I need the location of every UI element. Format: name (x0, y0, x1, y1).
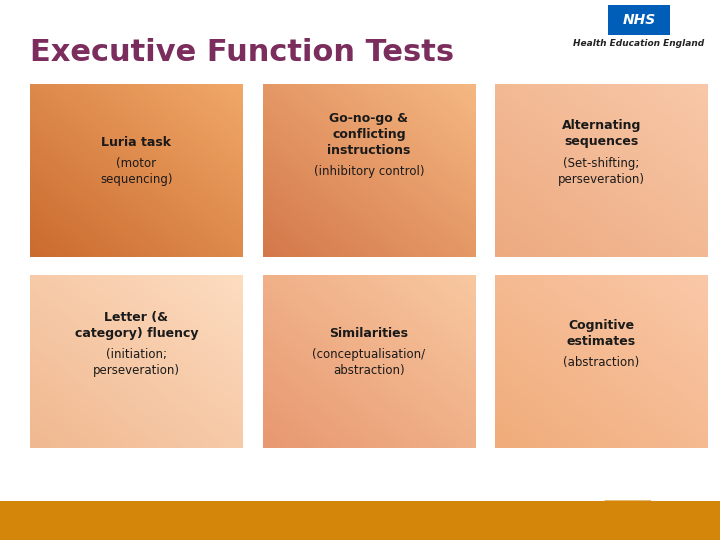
Text: (Set-shifting;
perseveration): (Set-shifting; perseveration) (558, 157, 645, 186)
Text: (abstraction): (abstraction) (564, 356, 639, 369)
Polygon shape (605, 501, 651, 540)
Text: NHS: NHS (622, 14, 656, 27)
FancyBboxPatch shape (608, 5, 670, 35)
Text: Cognitive
estimates: Cognitive estimates (567, 319, 636, 348)
Text: Similarities: Similarities (330, 327, 408, 340)
Bar (0, 501, 720, 540)
Text: Executive Function Tests: Executive Function Tests (30, 38, 454, 67)
Text: Letter (&
category) fluency: Letter (& category) fluency (75, 311, 198, 340)
Text: (motor
sequencing): (motor sequencing) (100, 157, 173, 186)
Text: (initiation;
perseveration): (initiation; perseveration) (93, 348, 180, 377)
Text: Alternating
sequences: Alternating sequences (562, 119, 642, 148)
Text: (conceptualisation/
abstraction): (conceptualisation/ abstraction) (312, 348, 426, 377)
Text: Go-no-go &
conflicting
instructions: Go-no-go & conflicting instructions (328, 112, 410, 157)
Text: Luria task: Luria task (102, 136, 171, 148)
Text: Health Education England: Health Education England (573, 39, 705, 49)
Text: (inhibitory control): (inhibitory control) (314, 165, 424, 178)
